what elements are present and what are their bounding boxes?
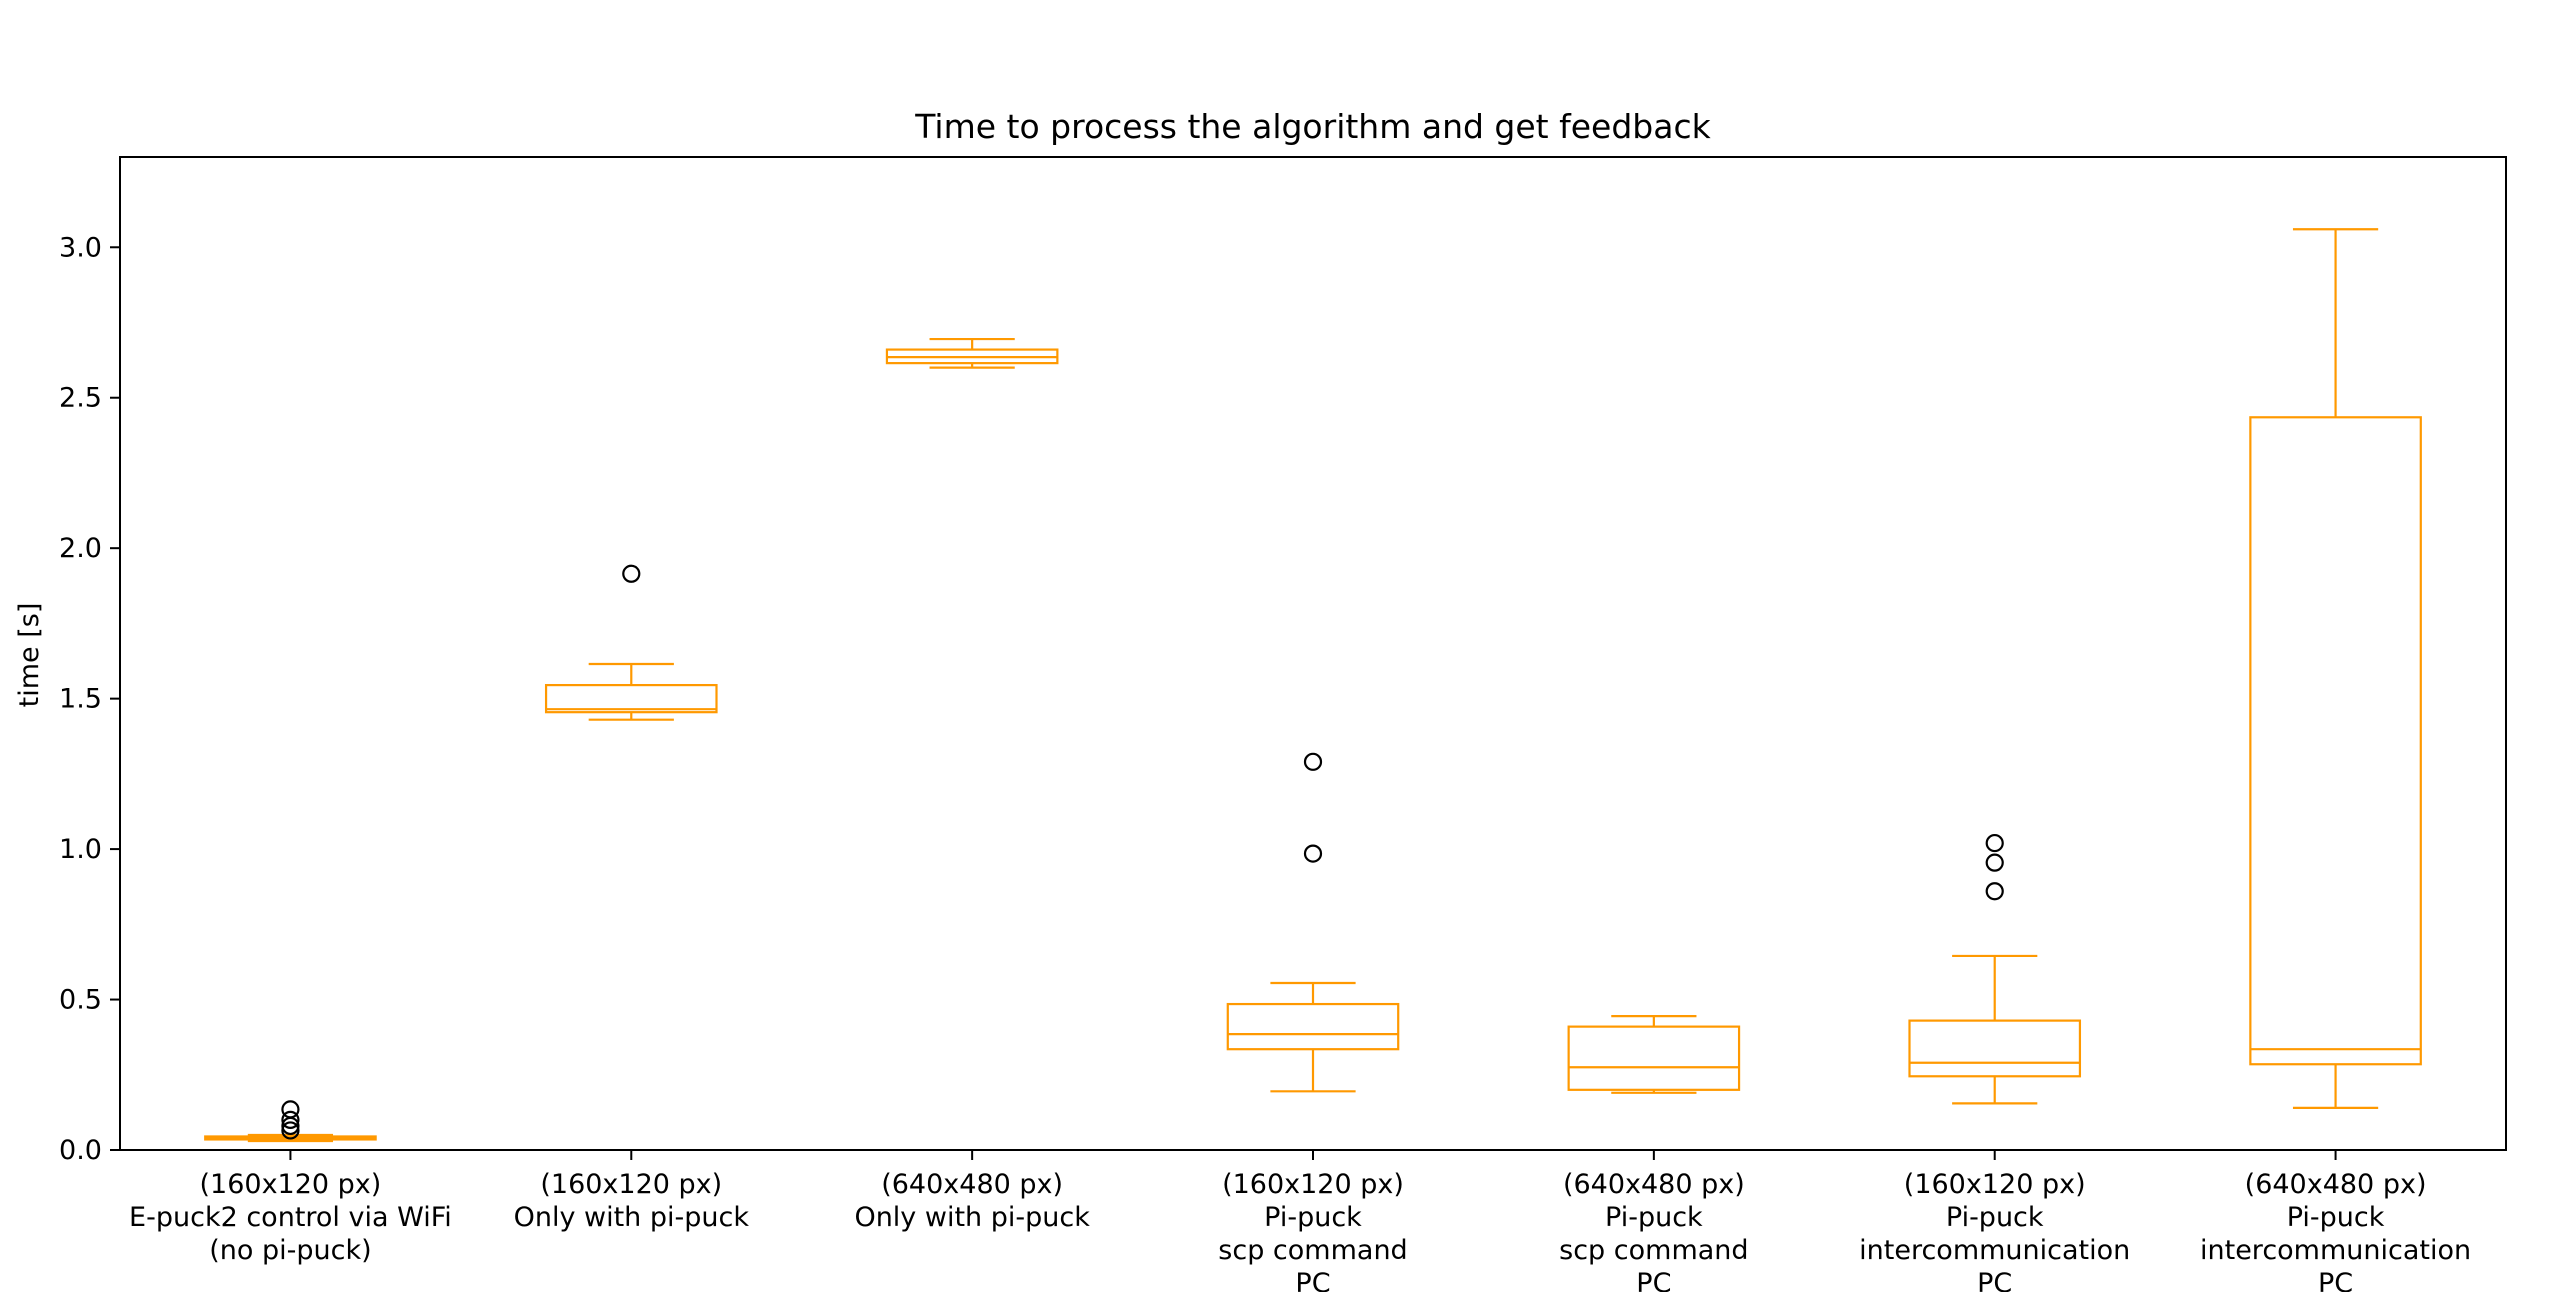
axes-frame [119,156,2507,1151]
x-category-label-line: PC [1295,1268,1330,1292]
y-tick-label: 0.5 [59,985,102,1016]
x-category-label-line: (no pi-puck) [209,1235,371,1266]
x-category-label: (640x480 px) Pi-puck intercommunication PC [2200,1169,2471,1292]
x-category-label: (160x120 px) Only with pi-puck [514,1169,750,1233]
outlier-point [1303,844,1323,863]
x-category-label-line: intercommunication [1859,1235,2130,1266]
y-tick-label: 2.0 [59,533,102,564]
x-category-label-line: (160x120 px) [540,1169,722,1200]
box-iqr [1908,1019,2082,1078]
x-category-label-line: PC [1636,1268,1671,1292]
plot-area: 0.00.51.01.52.02.53.0(160x120 px) E-puck2… [59,228,2471,1292]
x-category-label-line: Only with pi-puck [514,1202,750,1233]
x-category-label-line: Only with pi-puck [854,1202,1090,1233]
x-category-label-line: Pi-puck [2287,1202,2385,1233]
x-category-label-line: (160x120 px) [1904,1169,2086,1200]
y-tick-label: 2.5 [59,383,102,414]
x-category-label-line: (640x480 px) [1563,1169,1745,1200]
chart-title: Time to process the algorithm and get fe… [914,107,1711,146]
x-category-label: (160x120 px) Pi-puck intercommunication PC [1859,1169,2130,1292]
x-category-label-line: (640x480 px) [2245,1169,2427,1200]
x-category-label-line: (640x480 px) [881,1169,1063,1200]
y-tick-label: 1.5 [59,684,102,715]
x-category-label: (640x480 px) Only with pi-puck [854,1169,1090,1233]
outlier-point [281,1121,300,1140]
box-iqr [1567,1025,1741,1091]
outlier-point [1985,882,2004,901]
x-category-label-line: Pi-puck [1605,1202,1703,1233]
x-category-label: (640x480 px) Pi-puck scp command PC [1559,1169,1748,1292]
y-axis-label: time [s] [14,603,45,708]
x-category-label-line: E-puck2 control via WiFi [129,1202,452,1233]
outlier-point [1985,853,2004,872]
y-tick-label: 1.0 [59,834,102,865]
x-category-label-line: scp command [1559,1235,1748,1266]
x-category-label-line: PC [2318,1268,2353,1292]
x-category-label-line: (160x120 px) [200,1169,382,1200]
outlier-point [281,1110,300,1130]
x-category-label-line: intercommunication [2200,1235,2471,1266]
y-tick-label: 0.0 [59,1135,102,1166]
outlier-point [1303,752,1323,771]
y-tick-label: 3.0 [59,232,102,263]
x-category-label: (160x120 px) Pi-puck scp command PC [1218,1169,1407,1292]
box-iqr [1226,1002,1400,1051]
x-category-label-line: PC [1977,1268,2012,1292]
x-category-label-line: (160x120 px) [1222,1169,1404,1200]
box-iqr [544,683,718,714]
x-category-label: (160x120 px) E-puck2 control via WiFi (no … [129,1169,452,1266]
box-iqr [2249,416,2422,1066]
x-category-label-line: Pi-puck [1946,1202,2044,1233]
x-category-label-line: Pi-puck [1264,1202,1362,1233]
outlier-point [281,1100,300,1119]
x-category-label-line: scp command [1218,1235,1407,1266]
outlier-point [622,564,641,583]
outlier-point [1985,833,2004,853]
